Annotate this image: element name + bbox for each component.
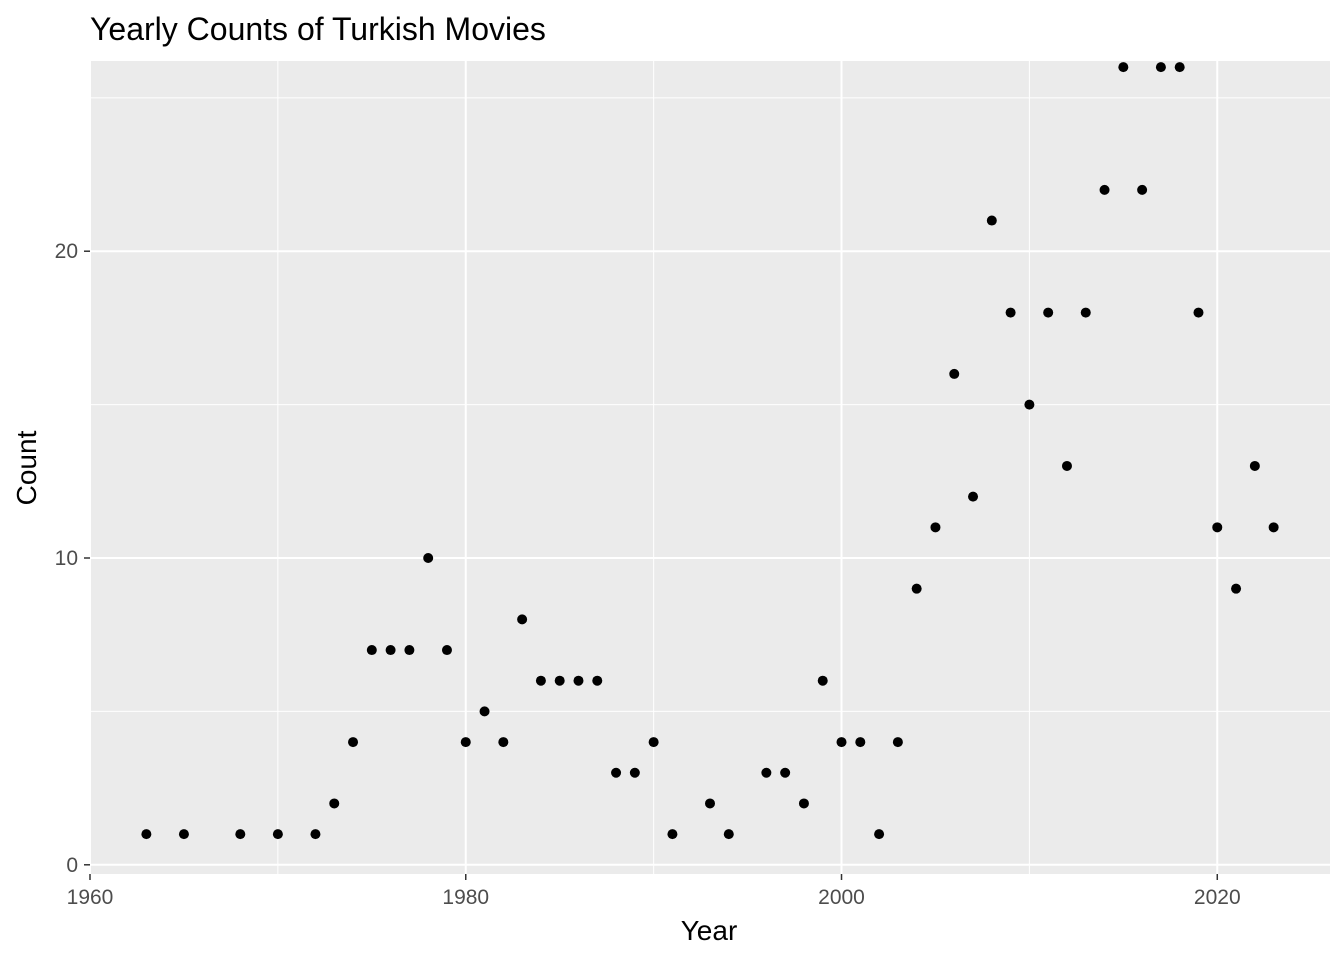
data-point: [348, 737, 359, 748]
data-point: [554, 675, 565, 686]
data-point: [1249, 460, 1260, 471]
data-point: [930, 522, 941, 533]
major-gridlines: [89, 61, 1330, 874]
data-point: [272, 829, 283, 840]
data-point: [1024, 399, 1035, 410]
x-tick-label: 2000: [818, 886, 865, 909]
data-point: [1118, 62, 1129, 73]
data-point: [1193, 307, 1204, 318]
data-point: [817, 675, 828, 686]
x-tick-label: 2020: [1194, 886, 1241, 909]
x-tick-label: 1960: [67, 886, 114, 909]
y-axis: 0 10 20: [55, 240, 90, 877]
data-point: [780, 767, 791, 778]
data-point: [1080, 307, 1091, 318]
data-point: [892, 737, 903, 748]
data-point: [460, 737, 471, 748]
plot-panel: [90, 61, 1330, 874]
data-point: [592, 675, 603, 686]
y-tick-label: 0: [66, 854, 78, 877]
data-point: [498, 737, 509, 748]
data-point: [986, 215, 997, 226]
data-point: [1268, 522, 1279, 533]
data-point: [648, 737, 659, 748]
data-point: [441, 645, 452, 656]
data-point: [329, 798, 340, 809]
minor-gridlines: [90, 61, 1330, 874]
data-point: [141, 829, 152, 840]
data-point: [517, 614, 528, 625]
data-point: [1099, 184, 1110, 195]
data-point: [855, 737, 866, 748]
data-point: [874, 829, 885, 840]
data-point: [1137, 184, 1148, 195]
data-point: [836, 737, 847, 748]
data-point: [1061, 460, 1072, 471]
data-point: [235, 829, 246, 840]
data-point: [611, 767, 622, 778]
data-point: [310, 829, 321, 840]
chart-title: Yearly Counts of Turkish Movies: [90, 11, 546, 47]
data-point: [178, 829, 189, 840]
data-point: [629, 767, 640, 778]
data-point: [723, 829, 734, 840]
data-point: [949, 368, 960, 379]
data-point: [423, 553, 434, 564]
y-tick-label: 10: [55, 547, 78, 570]
data-point: [535, 675, 546, 686]
data-point: [385, 645, 396, 656]
x-axis: 1960 1980 2000 2020: [67, 874, 1241, 909]
data-point: [479, 706, 490, 717]
data-point: [911, 583, 922, 594]
data-points: [141, 62, 1279, 840]
data-point: [761, 767, 772, 778]
data-point: [404, 645, 415, 656]
data-point: [1155, 62, 1166, 73]
data-point: [1231, 583, 1242, 594]
x-tick-label: 1980: [442, 886, 489, 909]
x-axis-title: Year: [681, 915, 738, 946]
data-point: [573, 675, 584, 686]
data-point: [705, 798, 715, 809]
data-point: [1212, 522, 1223, 533]
data-point: [798, 798, 809, 809]
data-point: [667, 829, 678, 840]
data-point: [1174, 62, 1185, 73]
data-point: [366, 645, 377, 656]
y-tick-label: 20: [55, 240, 78, 263]
data-point: [1005, 307, 1016, 318]
y-axis-title: Count: [11, 430, 42, 505]
data-point: [1043, 307, 1054, 318]
data-point: [968, 491, 979, 502]
